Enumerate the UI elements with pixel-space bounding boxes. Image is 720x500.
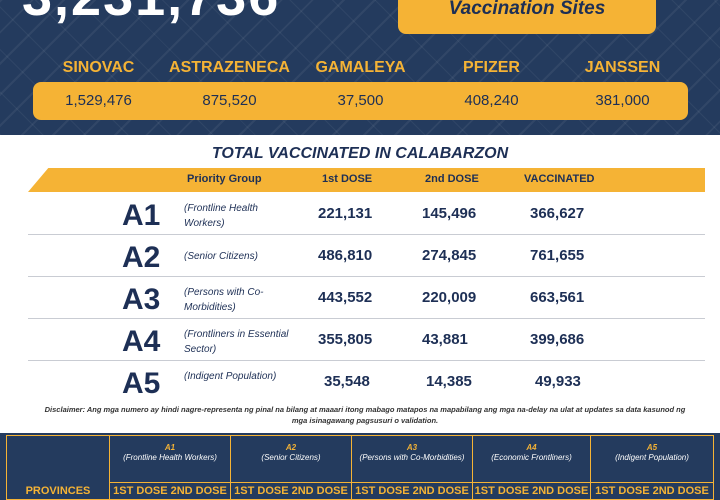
group-code: A3 — [406, 443, 418, 452]
group-label: (Persons with Co-Morbidities) — [359, 453, 465, 462]
header-banner: 3,231,736 Vaccination Sites SINOVAC ASTR… — [0, 0, 720, 135]
group-column: A1 (Frontline Health Workers) 1ST DOSE 2… — [110, 436, 231, 499]
vaccine-name: ASTRAZENECA — [169, 59, 290, 76]
group-column: A5 (Indigent Population) 1ST DOSE 2ND DO… — [591, 436, 713, 499]
second-dose-value: 43,881 — [422, 331, 468, 348]
vaccinated-value: 399,686 — [530, 331, 585, 348]
header-priority-group: Priority Group — [187, 173, 262, 185]
dose-label: 1ST DOSE 2ND DOSE — [231, 482, 351, 499]
group-desc: (Persons with Co-Morbidities) — [184, 287, 264, 313]
table-header-band — [28, 168, 705, 192]
second-dose-value: 145,496 — [422, 205, 477, 222]
table-row: A4 (Frontliners in Essential Sector) 355… — [28, 321, 705, 361]
vaccine-names-row: SINOVAC ASTRAZENECA GAMALEYA PFIZER JANS… — [33, 46, 688, 82]
vaccination-sites-label: Vaccination Sites — [398, 0, 656, 34]
dose-label: 1ST DOSE 2ND DOSE — [110, 482, 230, 499]
header-vaccinated: VACCINATED — [524, 173, 595, 185]
vaccine-value: 408,240 — [464, 92, 519, 109]
vaccine-name: JANSSEN — [584, 59, 661, 76]
vaccine-value: 1,529,476 — [65, 92, 132, 109]
table-row: A2 (Senior Citizens) 486,810 274,845 761… — [28, 237, 705, 277]
group-code: A3 — [122, 283, 161, 316]
group-code: A4 — [526, 443, 537, 452]
group-column: A3 (Persons with Co-Morbidities) 1ST DOS… — [352, 436, 473, 499]
provinces-section: PROVINCES A1 (Frontline Health Workers) … — [0, 433, 720, 500]
provinces-table-header: PROVINCES A1 (Frontline Health Workers) … — [6, 435, 714, 500]
group-code: A4 — [122, 325, 161, 358]
vaccine-values-row: 1,529,476 875,520 37,500 408,240 381,000 — [33, 82, 688, 120]
group-label: (Senior Citizens) — [261, 453, 321, 462]
vaccine-name: SINOVAC — [62, 59, 135, 76]
group-label: (Frontline Health Workers) — [123, 453, 217, 462]
group-column: A4 (Economic Frontliners) 1ST DOSE 2ND D… — [473, 436, 591, 499]
table-row: A1 (Frontline Health Workers) 221,131 14… — [28, 195, 705, 235]
first-dose-value: 443,552 — [318, 289, 373, 306]
group-desc: (Frontliners in Essential Sector) — [184, 329, 289, 355]
dose-label: 1ST DOSE 2ND DOSE — [591, 482, 713, 499]
vaccinated-value: 761,655 — [530, 247, 585, 264]
first-dose-value: 35,548 — [324, 373, 370, 390]
vaccine-value: 37,500 — [337, 92, 384, 109]
dose-label: 1ST DOSE 2ND DOSE — [352, 482, 472, 499]
vaccine-value: 381,000 — [595, 92, 650, 109]
disclaimer: Disclaimer: Ang mga numero ay hindi nagr… — [44, 405, 686, 425]
table-row: A5 (Indigent Population) 35,548 14,385 4… — [28, 363, 705, 403]
group-label: (Economic Frontliners) — [491, 453, 572, 462]
group-code: A5 — [646, 443, 658, 452]
header-second-dose: 2nd DOSE — [425, 173, 479, 185]
vaccinated-value: 49,933 — [535, 373, 581, 390]
provinces-label: PROVINCES — [25, 485, 91, 497]
second-dose-value: 220,009 — [422, 289, 477, 306]
group-code: A1 — [164, 443, 176, 452]
group-label: (Indigent Population) — [615, 453, 689, 462]
first-dose-value: 221,131 — [318, 205, 373, 222]
group-code: A5 — [122, 367, 161, 400]
second-dose-value: 14,385 — [426, 373, 472, 390]
vaccine-name: PFIZER — [463, 59, 520, 76]
group-desc: (Indigent Population) — [184, 371, 277, 382]
group-code: A2 — [122, 241, 161, 274]
vaccine-brands-panel: SINOVAC ASTRAZENECA GAMALEYA PFIZER JANS… — [33, 46, 688, 120]
group-desc: (Senior Citizens) — [184, 251, 258, 262]
group-code: A2 — [285, 443, 297, 452]
provinces-column: PROVINCES — [7, 436, 110, 499]
group-column: A2 (Senior Citizens) 1ST DOSE 2ND DOSE — [231, 436, 352, 499]
group-code: A1 — [122, 199, 161, 232]
second-dose-value: 274,845 — [422, 247, 477, 264]
vaccine-value: 875,520 — [202, 92, 257, 109]
table-title: TOTAL VACCINATED IN CALABARZON — [211, 145, 509, 162]
vaccine-name: GAMALEYA — [315, 59, 406, 76]
total-doses: 3,231,736 — [22, 0, 280, 28]
dose-label: 1ST DOSE 2ND DOSE — [473, 482, 590, 499]
header-first-dose: 1st DOSE — [322, 173, 373, 185]
first-dose-value: 486,810 — [318, 247, 373, 264]
first-dose-value: 355,805 — [318, 331, 373, 348]
group-desc: (Frontline Health Workers) — [184, 203, 258, 229]
table-row: A3 (Persons with Co-Morbidities) 443,552… — [28, 279, 705, 319]
vaccinated-value: 663,561 — [530, 289, 585, 306]
vaccinated-value: 366,627 — [530, 205, 585, 222]
